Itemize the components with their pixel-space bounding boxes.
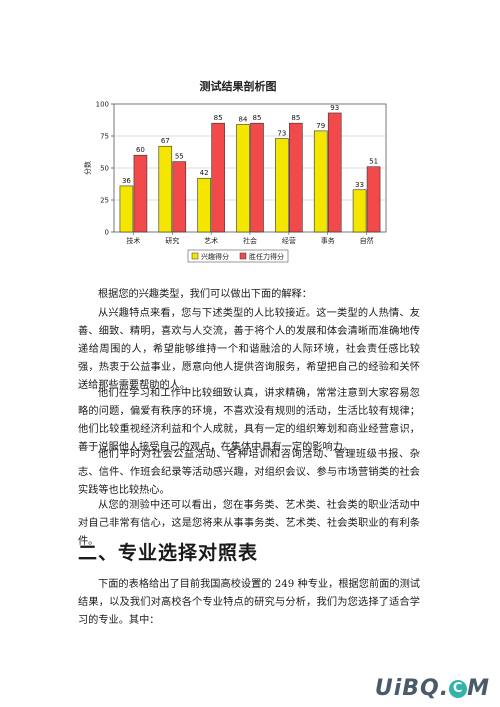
bar-competence bbox=[211, 122, 225, 233]
paragraph-5: 下面的表格给出了目前我国高校设置的 249 种专业，根据您前面的测试结果，以及我… bbox=[78, 579, 420, 626]
section-heading: 二、专业选择对照表 bbox=[78, 542, 259, 564]
y-tick-label: 0 bbox=[105, 229, 109, 237]
data-label: 51 bbox=[369, 158, 378, 166]
bar-interest bbox=[197, 177, 211, 233]
legend-swatch bbox=[191, 252, 199, 260]
bar-competence bbox=[289, 122, 303, 233]
paragraph-3: 他们平时对社会公益活动、各种培训和咨询活动、管理班级书报、杂志、信件、作班会纪录… bbox=[78, 449, 420, 496]
data-label: 55 bbox=[175, 153, 184, 161]
data-label: 33 bbox=[355, 181, 364, 189]
x-tick-label: 经营 bbox=[282, 236, 296, 245]
data-label: 84 bbox=[239, 115, 248, 123]
legend-label: 胜任力得分 bbox=[249, 252, 284, 261]
watermark-text-1: UiBQ bbox=[374, 676, 440, 701]
intro-paragraph: 根据您的兴趣类型，我们可以做出下面的解释： bbox=[98, 289, 312, 300]
data-label: 73 bbox=[277, 130, 286, 138]
data-label: 85 bbox=[253, 114, 262, 122]
y-tick-label: 25 bbox=[100, 197, 109, 205]
x-tick-label: 自然 bbox=[360, 236, 374, 245]
data-label: 60 bbox=[136, 146, 145, 154]
legend-swatch bbox=[239, 252, 247, 260]
chart-title: 测试结果剖析图 bbox=[199, 80, 277, 93]
watermark-dot: . bbox=[439, 676, 450, 701]
y-tick-label: 100 bbox=[96, 101, 109, 109]
watermark-logo: UiBQ. C M bbox=[375, 676, 490, 701]
data-label: 85 bbox=[214, 114, 223, 122]
watermark-circle-icon: C bbox=[449, 680, 468, 698]
x-tick-label: 社会 bbox=[243, 236, 257, 245]
bar-interest bbox=[158, 145, 173, 233]
bar-chart: 0 25 50 75 100 分数 36 60 技术 67 55 研究 42 85 艺术 84 85 社会 73 85… bbox=[83, 101, 387, 263]
data-label: 36 bbox=[122, 177, 131, 185]
paragraph-4: 从您的测验中还可以看出，您在事务类、艺术类、社会类的职业活动中对自己非常有信心，… bbox=[78, 500, 420, 547]
x-tick-label: 事务 bbox=[321, 236, 335, 245]
bar-competence bbox=[133, 154, 148, 233]
bar-competence bbox=[172, 161, 187, 233]
y-axis-label: 分数 bbox=[83, 161, 92, 175]
y-tick-label: 50 bbox=[100, 165, 109, 173]
bar-competence bbox=[366, 166, 381, 233]
paragraph-1: 从兴趣特点来看，您与下述类型的人比较接近。这一类型的人热情、友善、细致、精明，喜… bbox=[78, 308, 420, 391]
data-label: 85 bbox=[291, 114, 300, 122]
chart-container: 测试结果剖析图 0 25 50 75 100 分数 36 60 技术 67 55 研究 42 85 艺术 84… bbox=[78, 72, 398, 272]
bar-interest bbox=[313, 130, 328, 233]
data-label: 79 bbox=[316, 122, 325, 130]
bar-competence bbox=[327, 112, 342, 233]
paragraph-2: 他们在学习和工作中比较细致认真，讲求精确，常常注意到大家容易忽略的问题，偏爱有秩… bbox=[78, 388, 420, 453]
x-tick-label: 研究 bbox=[165, 236, 179, 245]
data-label: 67 bbox=[161, 137, 170, 145]
bar-interest bbox=[352, 189, 367, 233]
x-tick-label: 艺术 bbox=[204, 236, 218, 245]
y-tick-label: 75 bbox=[100, 133, 109, 141]
data-label: 93 bbox=[330, 104, 339, 112]
x-tick-label: 技术 bbox=[126, 236, 140, 245]
legend-label: 兴趣得分 bbox=[201, 252, 229, 261]
bar-interest bbox=[119, 185, 134, 233]
bar-interest bbox=[275, 138, 289, 233]
bar-competence bbox=[250, 122, 264, 233]
data-label: 42 bbox=[200, 169, 209, 177]
bar-interest bbox=[236, 124, 250, 233]
watermark-text-2: M bbox=[467, 676, 490, 701]
legend-box bbox=[187, 249, 289, 263]
